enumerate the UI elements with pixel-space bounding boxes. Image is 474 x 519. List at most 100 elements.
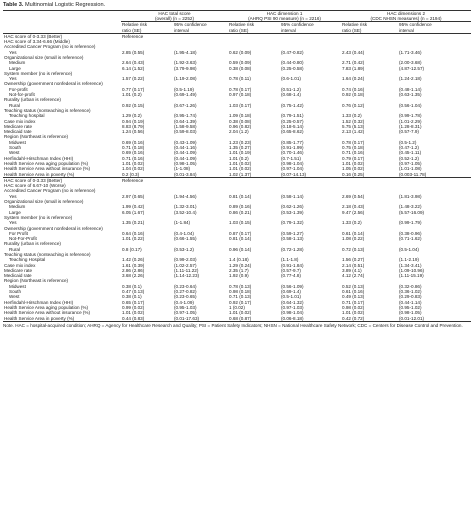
row-label: HAC score of 0-3.33 (Better): [4, 33, 63, 39]
table-row: HAC score of 0-3.33 (Better) Reference: [3, 33, 471, 39]
ci-cell: (0.29-0.83): [399, 294, 422, 300]
ci-cell: (0.47-1.2): [399, 145, 419, 151]
table-row: Health Service Area in poverty (%) 0.2 (0…: [3, 172, 471, 178]
rr-cell: 0.92 (0.15): [122, 102, 145, 108]
rr-cell: 1.33 (0.2): [342, 220, 362, 226]
ci-cell: (0.5-1.2): [399, 139, 417, 145]
ci-cell: (4.87-12.57): [399, 65, 425, 71]
row-label: Herfindahl-Hirschman Index (HHI): [4, 299, 74, 305]
table-row: Herfindahl-Hirschman Index (HHI) 0.71 (0.…: [3, 156, 471, 161]
rr-cell: 0.97 (0.18): [229, 92, 252, 98]
table-row: Teaching hospital 1.29 (0.2) (0.95-1.74) 1.…: [3, 113, 471, 118]
rr-cell: 2.13 (1.42): [342, 129, 365, 135]
table-row: Yes 2.97 (0.65) (1.94-4.56) 0.81 (0.14) (0.5…: [3, 194, 471, 199]
ci-cell: (0.79-1.51): [281, 113, 304, 119]
rr-cell: 2.04 (1.2): [229, 129, 249, 135]
rr-cell: 0.81 (0.14): [229, 193, 252, 199]
ci-cell: (1.11-15.19): [399, 273, 424, 279]
column-header-rr: Relative risk: [122, 22, 148, 28]
ci-cell: (0.97-1.03): [281, 304, 304, 310]
rr-cell: [228, 176, 281, 184]
rr-cell: 6.05 (1.67): [122, 209, 145, 215]
ci-cell: (0.5-1.01): [281, 294, 301, 300]
rr-cell: 1.01 (0.2): [122, 92, 142, 98]
ci-cell: (0.01-17.63): [173, 315, 229, 322]
ci-cell: (0.99-2.03): [174, 257, 197, 263]
ci-cell: (0.97-1.04): [281, 166, 304, 172]
ci-cell: (0.98-1.04): [281, 160, 304, 166]
ci-cell: (1.11-11.22): [174, 267, 199, 273]
table-body: HAC score of 0-3.33 (Better) Reference HAC…: [3, 33, 472, 322]
ci-cell: (0.64-1.39): [174, 118, 197, 124]
ci-cell: (0.47-0.82): [281, 49, 304, 55]
rr-cell: 0.49 (0.13): [342, 294, 365, 300]
ci-cell: (1.19-2.08): [174, 76, 197, 82]
ci-cell: (0.38-0.96): [399, 230, 422, 236]
ci-cell: (0.44-1.09): [174, 155, 197, 161]
table-row: Accredited Cancer Program (no is referen…: [3, 188, 471, 193]
ci-cell: (0.95-1.02): [399, 304, 422, 310]
ci-cell: (1.14-12.23): [174, 273, 200, 279]
rr-cell: 0.68 (0.87): [228, 315, 281, 322]
column-header-ci: 95% confidence: [174, 22, 207, 28]
ci-cell: (0.07-14.13): [281, 171, 307, 177]
rr-cell: 0.38 (0.08): [229, 65, 252, 71]
rr-cell: 0.71 (0.16): [122, 155, 145, 161]
rr-cell: 1.64 (0.24): [342, 76, 365, 82]
ci-cell: (1.71-3.46): [399, 49, 422, 55]
rr-cell: 1.99 (0.42): [122, 204, 145, 210]
ci-cell: (0.18-5.14): [281, 123, 304, 129]
ci-cell: (0.85-1.77): [281, 139, 304, 145]
rr-cell: 0.86 (0.21): [229, 209, 252, 215]
row-label: HAC score of 3.34-6.66 (Middle): [4, 39, 70, 45]
rr-cell: 0.79 (0.17): [342, 155, 365, 161]
table-title: Multinomial Logistic Regression.: [24, 2, 106, 8]
ci-cell: (0.45-1.11): [399, 150, 422, 156]
rr-cell: 0.98 (0.02): [342, 304, 365, 310]
rr-cell: 2.18 (0.43): [342, 204, 365, 210]
rr-cell: 4.12 (2.74): [342, 273, 365, 279]
ci-cell: (5.57-16.09): [399, 209, 425, 215]
rr-cell: 1.92 (0.9): [229, 273, 249, 279]
rr-cell: 0.71 (0.16): [342, 150, 365, 156]
rr-cell: 0.78 (0.13): [229, 283, 252, 289]
rr-cell: 0.72 (0.13): [342, 246, 365, 252]
rr-cell: 2.35 (1.7): [229, 267, 249, 273]
ci-cell: (0.77-4.8): [281, 273, 301, 279]
rr-cell: 0.59 (0.09): [229, 60, 252, 66]
rr-cell: 0.78 (0.17): [342, 139, 365, 145]
rr-cell: 0.99 (0.02): [122, 304, 145, 310]
row-label: Yes: [9, 76, 17, 82]
rr-cell: 1.01 (0.02): [342, 160, 365, 166]
table-row: West 0.69 (0.16) (0.44-1.09) 1.01 (0.19) (0.…: [3, 150, 471, 155]
ci-cell: (0.53-1.39): [281, 209, 304, 215]
rr-cell: 0.77 (0.17): [122, 86, 145, 92]
row-label: Large: [9, 65, 21, 71]
rr-cell: 0.78 (0.11): [229, 76, 251, 82]
rr-cell: 0.89 (0.16): [229, 204, 252, 210]
rr-cell: 1.01 (0.22): [122, 236, 145, 242]
rr-cell: 1.01 (0.02): [229, 310, 252, 316]
rr-cell: 1.52 (0.32): [342, 118, 365, 124]
rr-cell: 0.38 (0.1): [122, 294, 142, 300]
table-row: Rurality (urban is reference): [3, 97, 471, 102]
rr-cell: 8.83 (8.79): [122, 123, 145, 129]
rr-cell: 0.44 (0.83): [121, 315, 173, 322]
rr-cell: 3.89 (4.1): [342, 267, 362, 273]
table-row: Medicare rate 8.83 (8.79) (1.58-9.58) 0.96 …: [3, 124, 471, 129]
ci-cell: (0.44-1.16): [174, 145, 197, 151]
rr-cell: 5.75 (5.13): [342, 123, 365, 129]
rr-cell: 0.61 (0.14): [342, 230, 365, 236]
header-row-columns-1: Relative risk 95% confidence Relative ri…: [3, 22, 471, 28]
rr-cell: 1.04 (0.02): [122, 166, 145, 172]
rr-cell: 1.03 (0.17): [229, 102, 252, 108]
ci-cell: (0.71-1.62): [399, 236, 422, 242]
table-row: HAC score of 6.67-10 (Worse): [3, 183, 471, 188]
ci-cell: (2.00-3.68): [399, 60, 422, 66]
ci-cell: (0.06-8.18): [280, 315, 342, 322]
ci-cell: (1.58-9.58): [174, 123, 197, 129]
table-row: Health Service Area without insurance (%…: [3, 166, 471, 171]
row-label: Herfindahl-Hirschman Index (HHI): [4, 155, 74, 161]
row-label: Not-for-profit: [9, 92, 35, 98]
row-label: Rural: [9, 246, 20, 252]
